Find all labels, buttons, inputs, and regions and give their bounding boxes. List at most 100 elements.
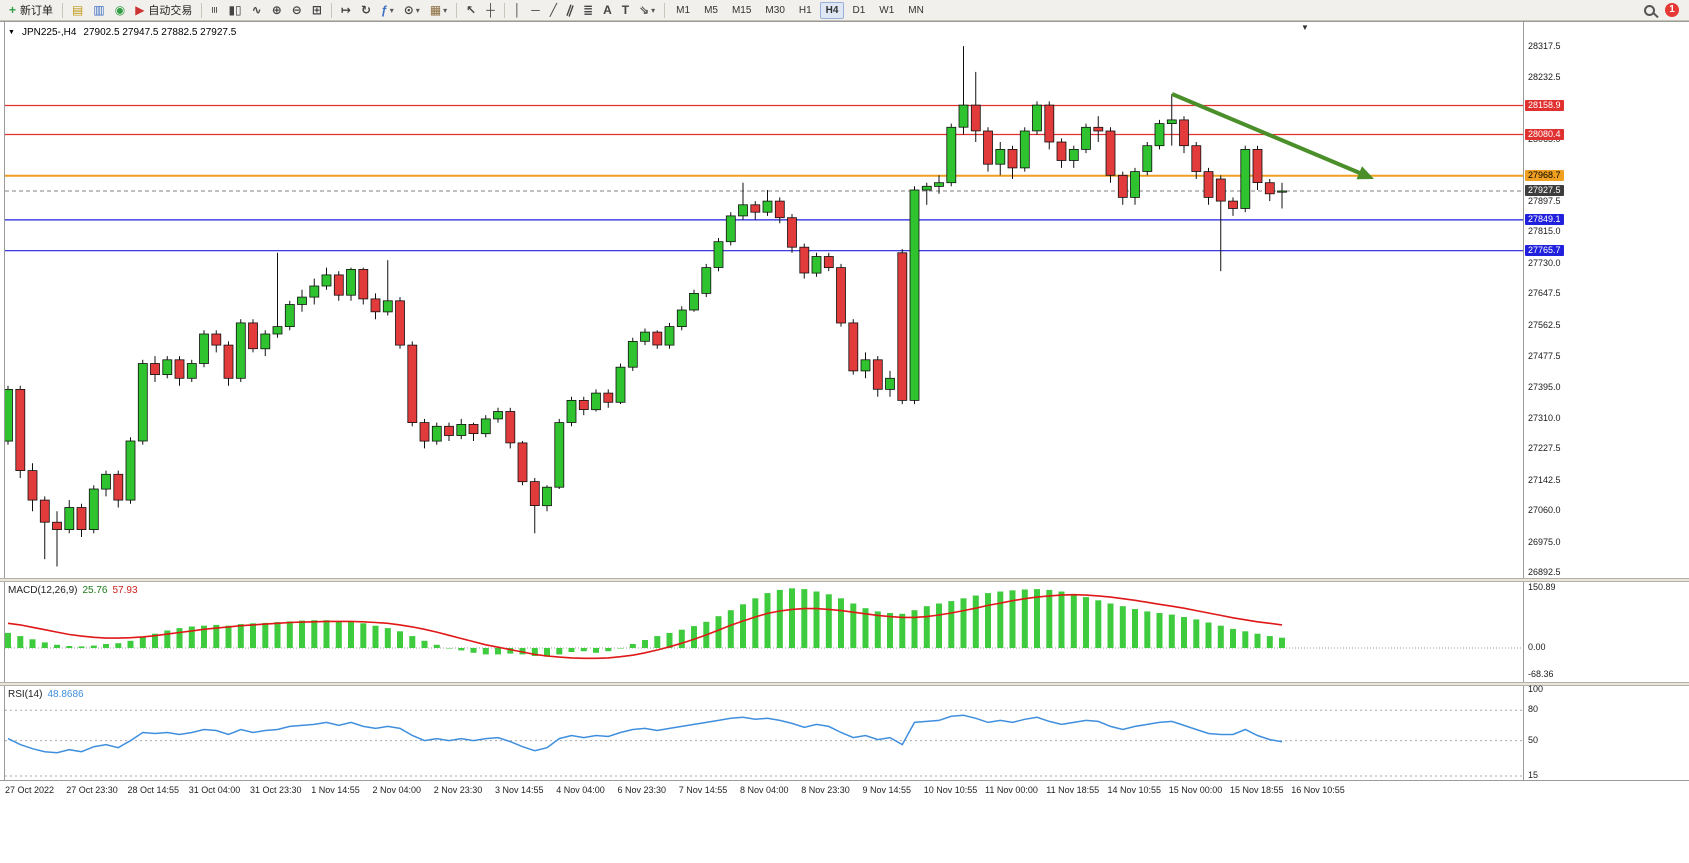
candle [235,322,246,379]
dropdown-arrow-icon[interactable]: ▾ [651,5,656,15]
market-watch-button[interactable]: ▥ [89,1,108,19]
macd-histogram-bar [972,595,979,648]
autotrading-button[interactable]: ▶ 自动交易 [131,1,196,19]
timeframe-button-mn[interactable]: MN [908,4,924,16]
dropdown-arrow-icon[interactable]: ▾ [389,5,394,15]
candle [211,333,222,346]
shift-marker-icon[interactable]: ▼ [1301,23,1309,32]
timeframe-button-d1[interactable]: D1 [852,4,866,16]
candle [186,363,197,379]
zoom-out-button[interactable]: ⊖ [288,1,306,19]
panel-splitter[interactable] [0,682,1689,686]
notification-badge[interactable]: 1 [1665,3,1679,17]
macd-histogram-bar [1242,631,1249,648]
candle [1203,171,1214,198]
cursor-button[interactable]: ↖ [462,1,480,19]
macd-histogram-bar [103,644,109,648]
macd-histogram-bar [1132,609,1138,648]
time-axis-label: 2 Nov 04:00 [372,785,422,795]
dropdown-arrow-icon[interactable]: ▾ [415,5,420,15]
candle [970,104,981,132]
collapse-arrow-icon[interactable]: ▼ [8,29,15,36]
axis-tick-label: 26892.5 [1528,567,1561,577]
horizontal-line-button[interactable]: ─ [527,1,544,19]
candlestick-chart-button[interactable]: ▮▯ [224,1,245,19]
timeframe-button-m1[interactable]: M1 [676,4,691,16]
text-label-button[interactable]: T [618,1,633,19]
zoom-in-button[interactable]: ⊕ [268,1,286,19]
crosshair-button[interactable]: ┼ [482,1,499,19]
time-axis-label: 8 Nov 23:30 [801,785,850,795]
templates-button[interactable]: ▦ ▾ [426,1,451,19]
bar-chart-button[interactable]: ≡ [207,1,222,19]
chart-window-button[interactable]: ▤ [68,1,87,19]
trendline-icon: ╱ [549,3,557,17]
search-icon[interactable] [1644,4,1655,16]
macd-histogram-bar [617,648,624,649]
timeframe-button-w1[interactable]: W1 [879,4,895,16]
chart-shift-button[interactable]: ↦ [337,1,355,19]
macd-signal-line [7,593,1283,660]
candle [995,149,1006,165]
rsi-line [7,714,1283,754]
price-axis-separator [1523,21,1524,780]
candle [725,215,736,243]
auto-scroll-button[interactable]: ↻ [357,1,375,19]
macd-histogram-bar [384,628,391,648]
macd-histogram-bar [899,613,906,648]
periods-button[interactable]: ⊙ ▾ [400,1,424,19]
trendline-button[interactable]: ╱ [546,1,561,19]
macd-histogram-bar [911,610,918,648]
chart-window: ▼ JPN225-,H4 27902.5 27947.5 27882.5 279… [0,21,1689,863]
candle [505,411,516,444]
macd-histogram-bar [274,622,281,648]
indicators-button[interactable]: ƒ ▾ [377,1,398,19]
text-button[interactable]: A [599,1,616,19]
dropdown-arrow-icon[interactable]: ▾ [443,5,448,15]
price-axis[interactable]: 28317.528232.528065.027897.527815.027730… [1524,21,1688,801]
macd-histogram-bar [458,648,465,651]
rsi-indicator-chart[interactable] [5,686,1523,779]
arrows-button[interactable]: ⇘ ▾ [635,1,659,19]
candle [897,252,908,401]
candle [1142,145,1153,172]
timeframe-button-m30[interactable]: M30 [765,4,785,16]
candle [52,521,62,531]
candle [799,246,810,274]
timeframe-button-m15[interactable]: M15 [731,4,752,16]
macd-panel-label: MACD(12,26,9) 25.76 57.93 [8,585,138,596]
navigator-button[interactable]: ◉ [111,1,129,19]
clock-icon: ⊙ [403,3,414,17]
candle [88,488,99,530]
tile-windows-button[interactable]: ⊞ [308,1,326,19]
macd-histogram-bar [213,624,220,648]
macd-histogram-bar [335,621,342,648]
time-axis[interactable]: 27 Oct 2022 27 Oct 23:30 28 Oct 14:55 31 Oc… [0,781,1689,803]
fibonacci-button[interactable]: ≣ [579,1,597,19]
panel-splitter[interactable] [0,578,1689,582]
line-chart-button[interactable]: ∿ [248,1,266,19]
chart-window-icon: ▤ [72,3,84,17]
trend-arrow-head [1356,166,1374,180]
candle [713,241,724,268]
candle [1228,200,1238,209]
trend-arrow[interactable] [1171,92,1366,177]
candle [444,425,454,436]
timeframe-button-h1[interactable]: H1 [798,4,812,16]
candle [395,300,405,346]
timeframe-button-h4[interactable]: H4 [819,1,845,19]
vertical-line-button[interactable]: │ [510,1,526,19]
timeframe-button-m5[interactable]: M5 [704,4,718,16]
macd-histogram-bar [544,648,550,657]
new-order-button[interactable]: + 新订单 [5,1,57,19]
candle [603,392,614,403]
candle [1179,119,1189,147]
channel-button[interactable]: ∥ [563,1,577,19]
candle [174,359,185,379]
candle [1264,182,1275,195]
macd-indicator-chart[interactable] [5,582,1523,682]
main-price-chart[interactable] [5,22,1523,578]
time-axis-label: 27 Oct 23:30 [66,785,118,795]
toolbar-buttons: + 新订单 ▤ ▥ ◉ ▶ 自动交易 ≡ ▮▯ ∿ ⊕ ⊖ ⊞ ↦ ↻ ƒ ▾ ⊙ ▾ ▦ ▾ ↖ ┼ │ ─ ╱ ∥ ≣ A T ⇘ ▾ M1… [4,0,931,20]
candle [15,388,26,471]
